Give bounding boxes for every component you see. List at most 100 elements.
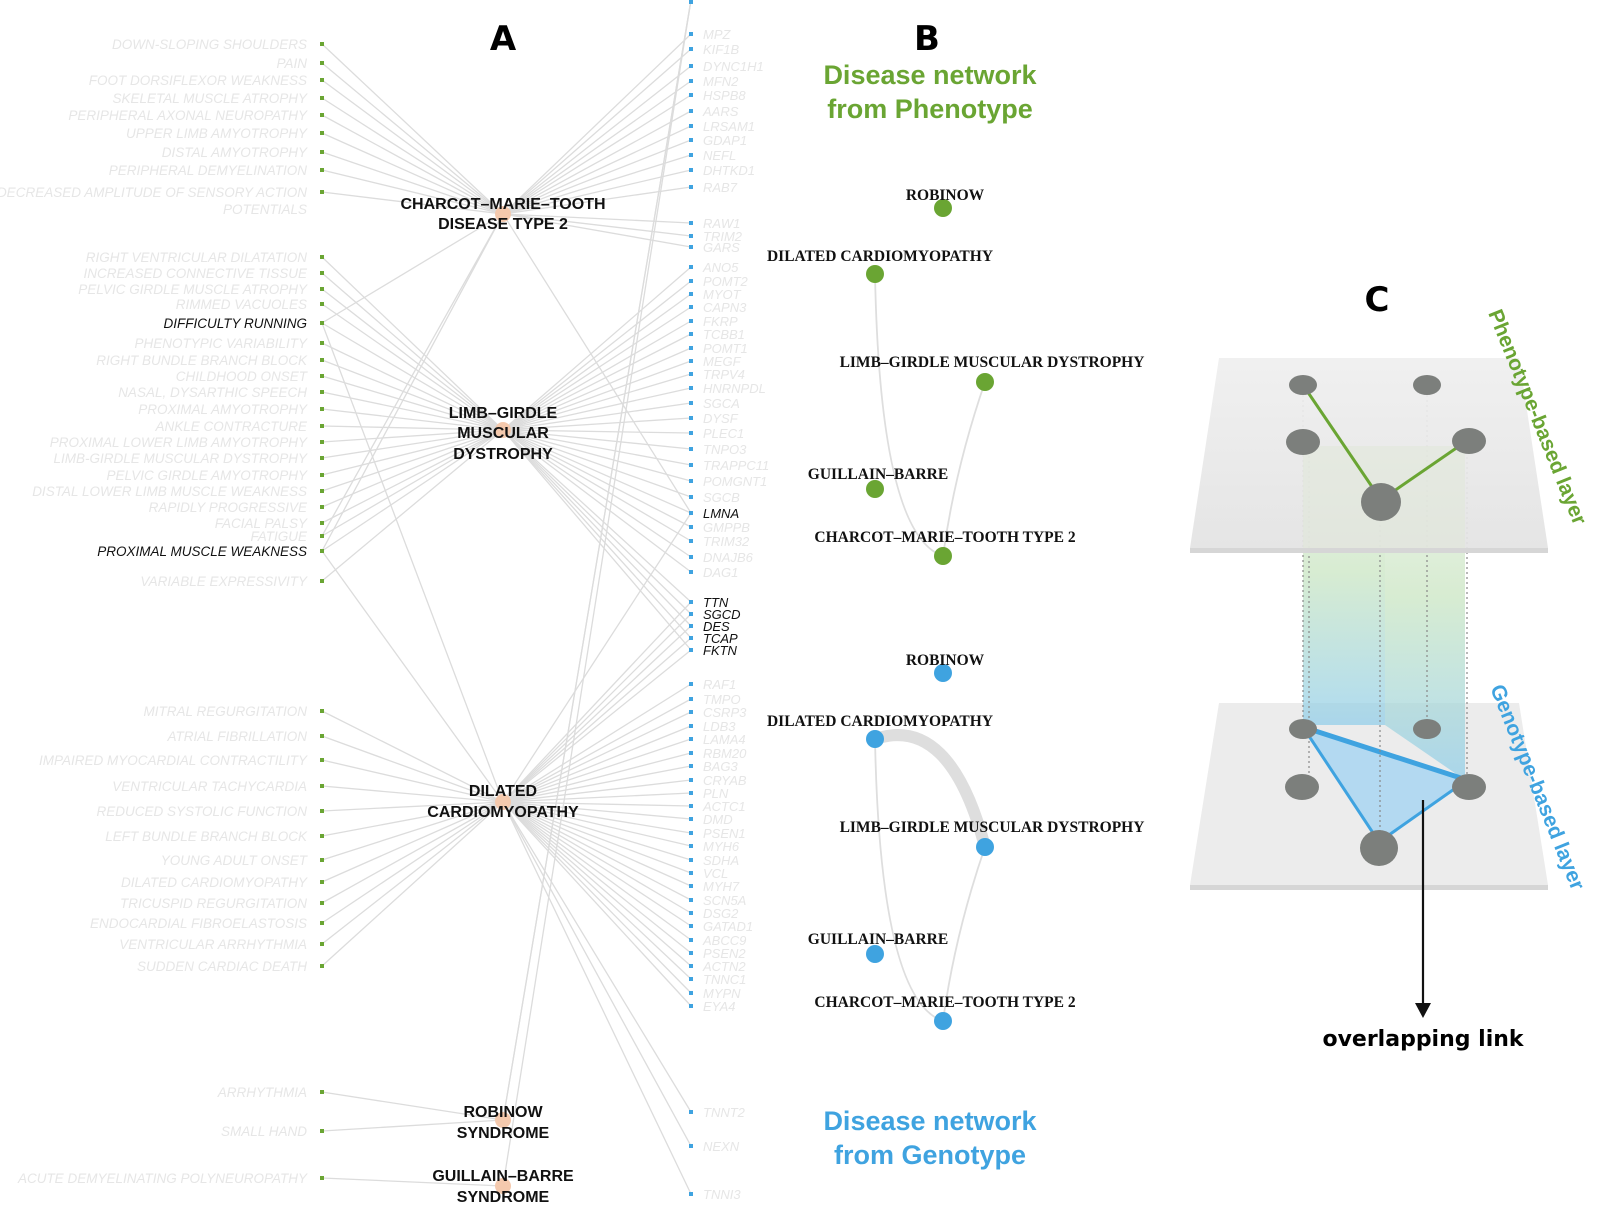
phenotype-dot: [320, 287, 324, 291]
gene-label: DES: [703, 619, 730, 634]
gene-label: DHTKD1: [703, 163, 755, 178]
gene-dot: [689, 495, 693, 499]
disease-hub: [495, 206, 511, 222]
phenotype-dot: [320, 440, 324, 444]
phenotype-dot: [320, 505, 324, 509]
network-node: [934, 664, 952, 682]
gene-edge: [502, 801, 692, 980]
gene-dot: [689, 791, 693, 795]
gene-dot: [689, 831, 693, 835]
phenotype-edge: [321, 429, 504, 582]
phenotype-cross-edge: [321, 213, 504, 537]
phenotype-label: DECREASED AMPLITUDE OF SENSORY ACTION: [0, 185, 307, 200]
gene-dot: [689, 624, 693, 628]
phenotype-dot: [320, 61, 324, 65]
gene-label: CSRP3: [703, 705, 747, 720]
phenotype-network: ROBINOW DILATED CARDIOMYOPATHY LIMB–GIRDLE…: [767, 187, 1144, 565]
gene-dot: [689, 724, 693, 728]
network-node: [934, 199, 952, 217]
phenotype-edge: [321, 272, 504, 431]
phenotype-label: VARIABLE EXPRESSIVITY: [140, 574, 308, 589]
gene-label: GMPPB: [703, 520, 750, 535]
network-node-label: DILATED CARDIOMYOPATHY: [767, 713, 993, 730]
phenotype-label: PELVIC GIRDLE AMYOTROPHY: [106, 468, 308, 483]
phenotype-edge: [321, 1177, 504, 1187]
gene-edge: [502, 683, 692, 803]
gene-dot: [689, 964, 693, 968]
phenotype-label: FACIAL PALSY: [215, 516, 308, 531]
gene-dot: [689, 416, 693, 420]
gene-label: CAPN3: [703, 300, 747, 315]
network-link: [942, 381, 986, 557]
gene-edge: [502, 801, 692, 834]
phenotype-edge: [321, 132, 504, 215]
phenotype-edge: [321, 801, 504, 924]
phenotype-dot: [320, 341, 324, 345]
phenotype-label: SKELETAL MUSCLE ATROPHY: [112, 91, 308, 106]
network-node: [934, 547, 952, 565]
gene-edge: [502, 387, 692, 431]
gene-edge: [502, 306, 692, 431]
gene-edge: [502, 429, 692, 615]
gene-label: SGCB: [703, 490, 740, 505]
disease-label: SYNDROME: [457, 1125, 550, 1142]
gene-dot: [689, 977, 693, 981]
phenotype-network-title-line2: from Phenotype: [827, 94, 1033, 124]
phenotype-label: UPPER LIMB AMYOTROPHY: [126, 126, 308, 141]
gene-edge: [502, 429, 692, 651]
phenotype-label: SMALL HAND: [221, 1124, 307, 1139]
overlap-arrowhead: [1415, 1003, 1431, 1018]
phenotype-link-left: [1301, 384, 1383, 501]
gene-dot: [689, 991, 693, 995]
network-node-label: ROBINOW: [906, 652, 985, 669]
gene-dot: [689, 47, 693, 51]
gene-edge: [502, 429, 692, 514]
gene-edge: [502, 801, 692, 1113]
gene-dot: [689, 124, 693, 128]
phenotype-dot: [320, 78, 324, 82]
gene-dot: [689, 1144, 693, 1148]
gene-label: TNPO3: [703, 442, 747, 457]
gene-dot: [689, 648, 693, 652]
phenotype-edge: [321, 288, 504, 431]
gene-label: GDAP1: [703, 133, 747, 148]
gene-edge: [502, 801, 692, 820]
gene-label: MEGF: [703, 354, 742, 369]
phenotype-label: DIFFICULTY RUNNING: [163, 316, 307, 331]
phenotype-edge: [321, 43, 504, 215]
phenotype-label: YOUNG ADULT ONSET: [161, 853, 309, 868]
gene-label: KIF1B: [703, 42, 739, 57]
gene-dot: [689, 221, 693, 225]
gene-edge: [502, 738, 692, 803]
phenotype-label: PHENOTYPIC VARIABILITY: [134, 336, 308, 351]
phenotype-network-title-line1: Disease network: [823, 60, 1037, 90]
gene-edge: [502, 801, 692, 1195]
gene-dot: [689, 346, 693, 350]
gene-label: DAG1: [703, 565, 738, 580]
panel-c: C: [1190, 280, 1591, 1052]
gene-edge: [502, 429, 692, 450]
phenotype-node-4: [1452, 428, 1486, 454]
phenotype-dot: [320, 96, 324, 100]
phenotype-edge: [321, 759, 504, 803]
disease-labels: CHARCOT–MARIE–TOOTH DISEASE TYPE 2 LIMB–GI…: [400, 196, 605, 1206]
phenotype-dot: [320, 784, 324, 788]
gene-edge: [502, 801, 692, 967]
phenotype-cross-edge: [321, 213, 504, 324]
disease-label: DISEASE TYPE 2: [438, 216, 568, 233]
gene-dot: [689, 858, 693, 862]
phenotype-dot: [320, 549, 324, 553]
phenotype-label: REDUCED SYSTOLIC FUNCTION: [96, 804, 307, 819]
gene-label: BAG3: [703, 759, 738, 774]
gene-label: PSEN1: [703, 826, 746, 841]
gene-dot: [689, 359, 693, 363]
phenotype-label: PROXIMAL MUSCLE WEAKNESS: [97, 544, 307, 559]
phenotype-edge: [321, 429, 504, 537]
gene-dot: [689, 332, 693, 336]
gene-edge: [502, 169, 692, 215]
phenotype-node-1: [1289, 375, 1317, 395]
gene-label: DYNC1H1: [703, 59, 764, 74]
genotype-triangle: [1303, 727, 1467, 842]
gene-edge: [502, 429, 692, 498]
